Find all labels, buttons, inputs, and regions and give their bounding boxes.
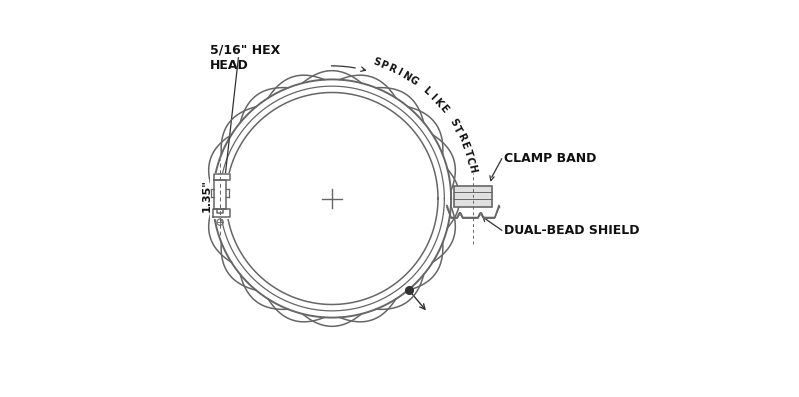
Text: I: I xyxy=(396,67,403,77)
Text: DUAL-BEAD SHIELD: DUAL-BEAD SHIELD xyxy=(503,224,639,237)
Text: E: E xyxy=(459,140,471,150)
Text: L: L xyxy=(421,85,432,97)
Text: G: G xyxy=(407,75,419,87)
Text: CLAMP BAND: CLAMP BAND xyxy=(503,152,596,165)
Text: R: R xyxy=(455,132,467,143)
Text: S: S xyxy=(447,117,459,129)
Text: P: P xyxy=(379,60,389,71)
Text: S: S xyxy=(372,57,381,68)
Text: E: E xyxy=(438,104,450,115)
Bar xyxy=(454,186,492,207)
Text: T: T xyxy=(451,125,463,135)
Bar xyxy=(210,173,230,218)
Text: K: K xyxy=(432,97,444,109)
Text: H: H xyxy=(466,164,478,174)
Text: N: N xyxy=(400,70,412,83)
Text: T: T xyxy=(462,148,473,158)
Text: C: C xyxy=(464,156,475,166)
Text: 1.35"
MAX: 1.35" MAX xyxy=(201,179,223,212)
Text: R: R xyxy=(386,62,397,75)
Text: I: I xyxy=(427,92,437,102)
Text: 5/16" HEX
HEAD: 5/16" HEX HEAD xyxy=(209,44,280,72)
